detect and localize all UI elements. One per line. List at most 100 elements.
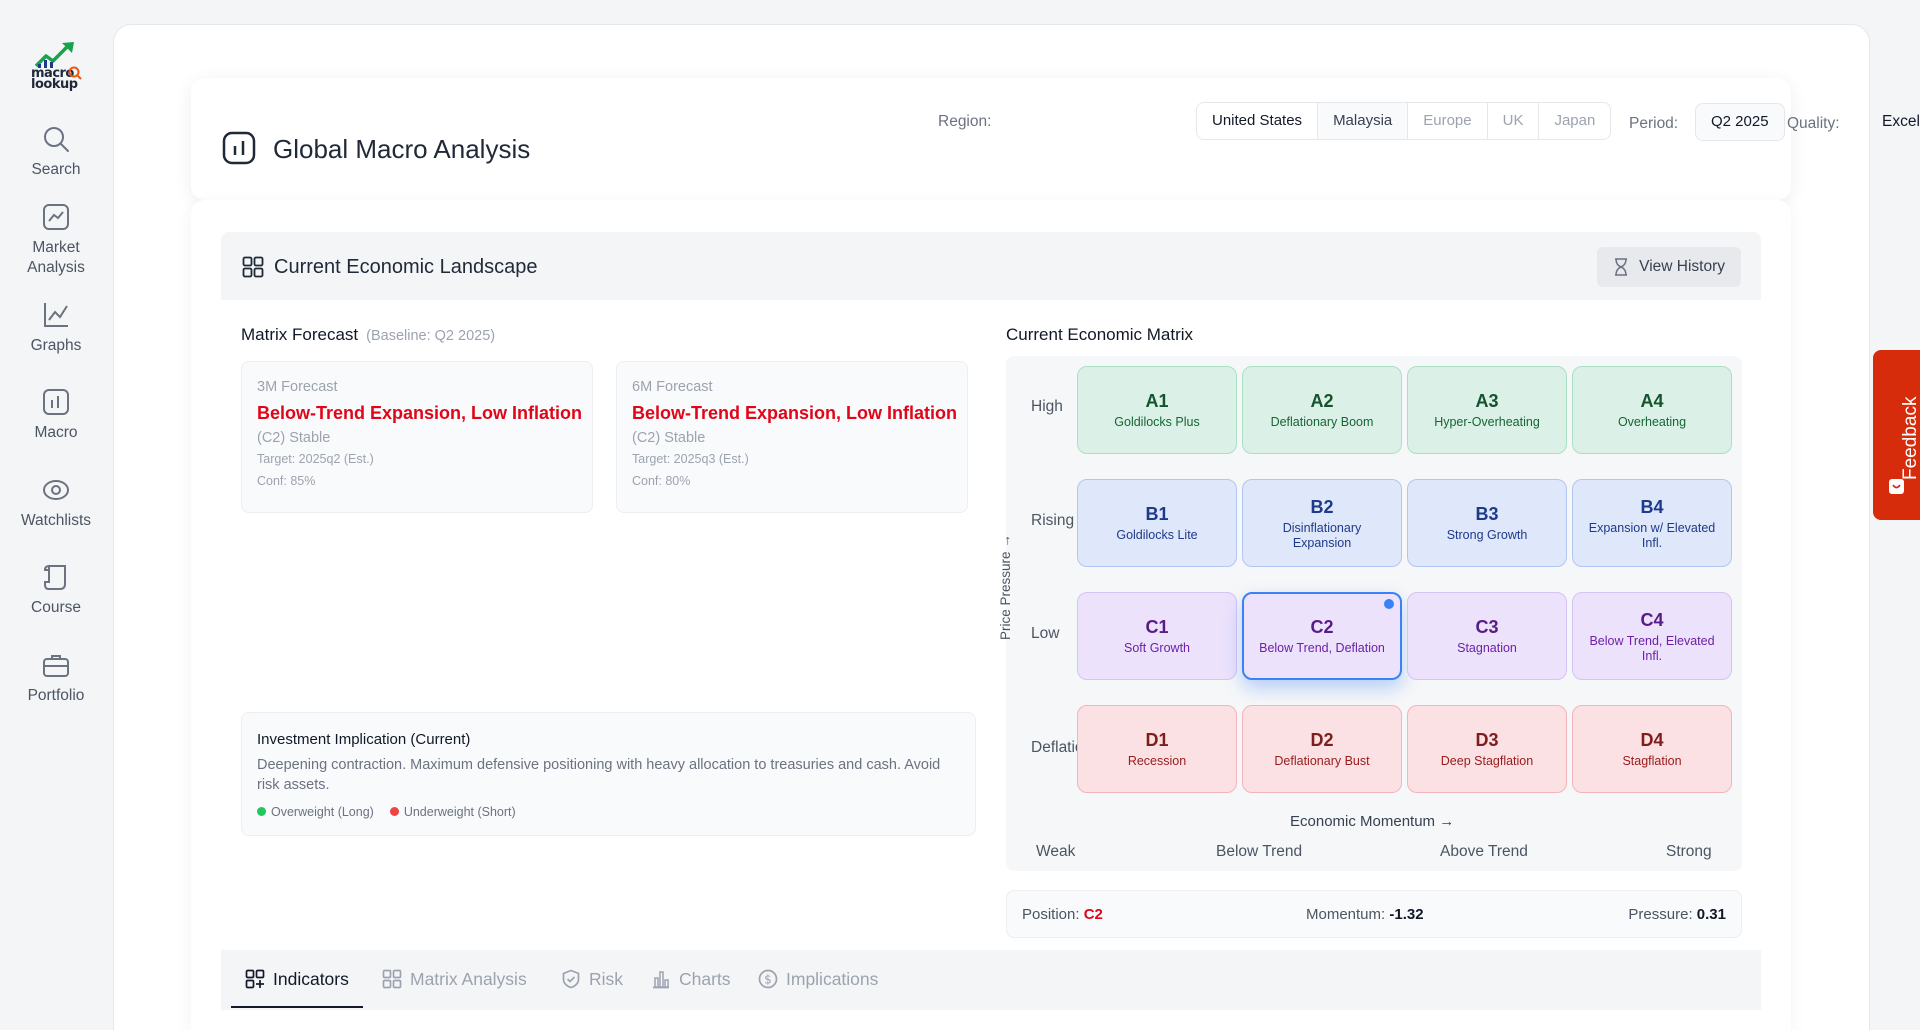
matrix-cell-a4[interactable]: A4 Overheating bbox=[1572, 366, 1732, 454]
row-label-deflation: Deflation bbox=[1031, 739, 1093, 756]
position-value: C2 bbox=[1083, 906, 1103, 923]
sidebar-item-label: Portfolio bbox=[27, 687, 85, 704]
bar-chart-icon bbox=[653, 971, 669, 989]
green-dot-icon bbox=[257, 807, 266, 816]
cell-code: B3 bbox=[1475, 504, 1499, 524]
cell-code: A3 bbox=[1475, 391, 1499, 411]
region-option-malaysia[interactable]: Malaysia bbox=[1318, 103, 1409, 139]
forecast-status: (C2) Stable bbox=[632, 430, 706, 446]
quality-label: Quality: bbox=[1787, 115, 1840, 132]
feedback-icon bbox=[1889, 479, 1904, 494]
cell-code: A2 bbox=[1310, 391, 1334, 411]
x-tick-weak: Weak bbox=[1036, 843, 1076, 860]
cell-name: Deflationary Boom bbox=[1270, 415, 1374, 429]
sidebar-item-portfolio[interactable]: Portfolio bbox=[0, 650, 112, 706]
matrix-cell-c4[interactable]: C4 Below Trend, Elevated Infl. bbox=[1572, 592, 1732, 680]
current-position-marker bbox=[1384, 599, 1394, 609]
sidebar-item-macro[interactable]: Macro bbox=[0, 387, 112, 443]
landscape-header: Current Economic Landscape View History bbox=[221, 232, 1761, 300]
tab-label: Risk bbox=[589, 969, 624, 989]
tab-charts[interactable]: Charts bbox=[651, 950, 731, 1008]
tab-label: Implications bbox=[786, 969, 879, 989]
feedback-button[interactable]: Feedback bbox=[1873, 350, 1920, 520]
cell-code: C2 bbox=[1310, 617, 1334, 637]
cell-code: D3 bbox=[1475, 730, 1499, 750]
forecast-baseline: (Baseline: Q2 2025) bbox=[366, 328, 496, 344]
forecast-target: Target: 2025q3 (Est.) bbox=[632, 452, 749, 466]
quality-value: Excellent bbox=[1882, 113, 1920, 130]
implication-legend: Overweight (Long) Underweight (Short) bbox=[257, 805, 960, 819]
matrix-cell-c2[interactable]: C2 Below Trend, Deflation bbox=[1242, 592, 1402, 680]
cell-code: C4 bbox=[1640, 609, 1664, 630]
sidebar-item-label: Course bbox=[31, 599, 81, 616]
matrix-cell-d4[interactable]: D4 Stagflation bbox=[1572, 705, 1732, 793]
app-logo[interactable]: macro lookup bbox=[28, 40, 84, 94]
forecast-regime: Below-Trend Expansion, Low Inflation bbox=[632, 403, 958, 423]
tab-implications[interactable]: $ Implications bbox=[758, 950, 878, 1008]
tab-matrix-analysis[interactable]: Matrix Analysis bbox=[382, 950, 527, 1008]
legend-long: Overweight (Long) bbox=[257, 805, 374, 819]
chart-line-icon bbox=[43, 204, 69, 230]
forecast-status: (C2) Stable bbox=[257, 430, 331, 446]
position-readout: Position: C2 bbox=[1022, 906, 1103, 923]
tab-bar: Indicators Matrix Analysis Risk Charts $… bbox=[221, 950, 1761, 1010]
sidebar-item-search[interactable]: Search bbox=[0, 124, 112, 180]
cell-name: Strong Growth bbox=[1446, 528, 1528, 542]
section-title: Current Economic Landscape bbox=[274, 256, 538, 278]
sidebar-item-label: Macro bbox=[34, 424, 78, 441]
matrix-cell-b1[interactable]: B1 Goldilocks Lite bbox=[1077, 479, 1237, 567]
cell-name: Below Trend, Deflation bbox=[1259, 641, 1385, 655]
matrix-cell-b2[interactable]: B2 Disinflationary Expansion bbox=[1242, 479, 1402, 567]
momentum-value: -1.32 bbox=[1389, 906, 1424, 923]
tab-indicators[interactable]: Indicators bbox=[231, 950, 363, 1008]
sidebar-item-watchlists[interactable]: Watchlists bbox=[0, 475, 112, 531]
matrix-cell-d2[interactable]: D2 Deflationary Bust bbox=[1242, 705, 1402, 793]
matrix-cell-b3[interactable]: B3 Strong Growth bbox=[1407, 479, 1567, 567]
cell-name: Soft Growth bbox=[1124, 641, 1190, 655]
pressure-readout: Pressure: 0.31 bbox=[1628, 906, 1726, 923]
page-header: Global Macro Analysis Region: United Sta… bbox=[191, 78, 1920, 200]
cell-code: A4 bbox=[1640, 391, 1664, 411]
matrix-cell-c3[interactable]: C3 Stagnation bbox=[1407, 592, 1567, 680]
sidebar-item-market-analysis[interactable]: Market Analysis bbox=[0, 202, 112, 278]
grid-icon bbox=[382, 969, 402, 989]
scroll-icon bbox=[43, 565, 66, 590]
matrix-cell-c1[interactable]: C1 Soft Growth bbox=[1077, 592, 1237, 680]
region-option-japan[interactable]: Japan bbox=[1554, 112, 1596, 129]
tab-label: Indicators bbox=[273, 969, 349, 989]
cell-name: Disinflationary Expansion bbox=[1282, 520, 1362, 550]
forecast-label: 3M Forecast bbox=[257, 379, 338, 395]
cell-name: Recession bbox=[1127, 754, 1187, 768]
matrix-cell-d3[interactable]: D3 Deep Stagflation bbox=[1407, 705, 1567, 793]
cell-code: A1 bbox=[1145, 391, 1169, 411]
row-label-high: High bbox=[1031, 398, 1063, 415]
momentum-readout: Momentum: -1.32 bbox=[1306, 906, 1424, 923]
sidebar-item-course[interactable]: Course bbox=[0, 562, 112, 618]
region-label: Region: bbox=[938, 113, 992, 130]
cell-name: Goldilocks Plus bbox=[1114, 415, 1200, 429]
sidebar: macro lookup Search Market Analysis Grap… bbox=[0, 0, 112, 1030]
row-label-rising: Rising bbox=[1031, 512, 1075, 529]
region-option-europe[interactable]: Europe bbox=[1408, 103, 1488, 139]
tab-risk[interactable]: Risk bbox=[561, 950, 623, 1008]
dollar-icon: $ bbox=[758, 969, 778, 989]
forecast-regime: Below-Trend Expansion, Low Inflation bbox=[257, 403, 583, 423]
region-option-uk[interactable]: UK bbox=[1488, 103, 1540, 139]
view-history-button[interactable]: View History bbox=[1597, 247, 1741, 287]
cell-name: Stagnation bbox=[1457, 641, 1517, 655]
matrix-cell-a1[interactable]: A1 Goldilocks Plus bbox=[1077, 366, 1237, 454]
period-select[interactable]: Q2 2025 bbox=[1695, 103, 1785, 141]
region-option-united-states[interactable]: United States bbox=[1197, 103, 1319, 139]
x-tick-below-trend: Below Trend bbox=[1216, 843, 1303, 860]
matrix-cell-d1[interactable]: D1 Recession bbox=[1077, 705, 1237, 793]
tab-label: Matrix Analysis bbox=[410, 969, 527, 989]
sidebar-item-graphs[interactable]: Graphs bbox=[0, 300, 112, 356]
matrix-cell-a2[interactable]: A2 Deflationary Boom bbox=[1242, 366, 1402, 454]
hourglass-icon bbox=[1615, 258, 1628, 276]
bar-chart-icon bbox=[222, 131, 256, 165]
matrix-cell-b4[interactable]: B4 Expansion w/ Elevated Infl. bbox=[1572, 479, 1732, 567]
forecast-confidence: Conf: 85% bbox=[257, 474, 316, 488]
cell-name: Below Trend, Elevated Infl. bbox=[1589, 633, 1715, 663]
row-label-low: Low bbox=[1031, 625, 1060, 642]
matrix-cell-a3[interactable]: A3 Hyper-Overheating bbox=[1407, 366, 1567, 454]
